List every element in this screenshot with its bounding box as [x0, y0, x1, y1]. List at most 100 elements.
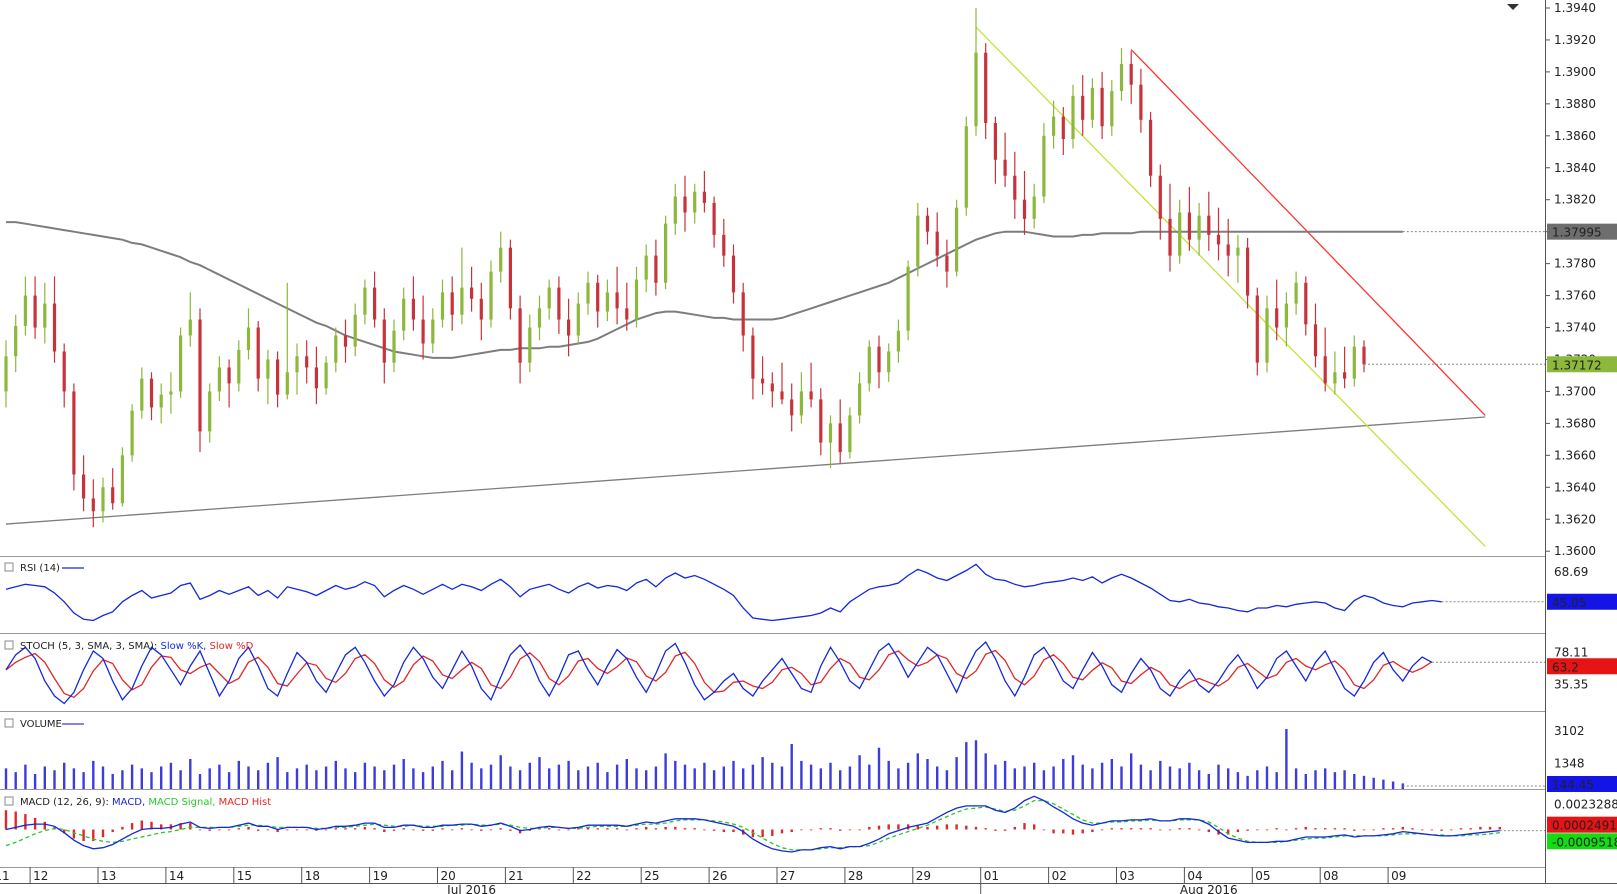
- candle-body: [1294, 282, 1298, 304]
- volume-bar: [654, 766, 658, 789]
- volume-bar: [276, 757, 279, 789]
- macd-hist-bar: [421, 829, 425, 831]
- macd-hist-bar: [1227, 829, 1230, 835]
- macd-hist-bar: [1382, 828, 1385, 830]
- collapse-icon[interactable]: [1507, 4, 1519, 10]
- volume-bar: [169, 762, 173, 789]
- candle: [169, 372, 173, 414]
- macd-hist-bar: [1450, 829, 1453, 831]
- candle: [440, 279, 445, 328]
- macd-signal-badge: [1547, 833, 1617, 850]
- candle: [188, 292, 192, 347]
- candle: [1284, 292, 1288, 347]
- candle: [935, 212, 939, 267]
- candle: [683, 175, 687, 232]
- volume-bar: [538, 757, 541, 789]
- candle: [945, 239, 949, 288]
- macd-hist-bar: [1100, 829, 1104, 831]
- macd-hist-bar: [732, 829, 735, 833]
- volume-bar: [1110, 759, 1113, 789]
- volume-value-badge: [1547, 776, 1617, 792]
- macd-pane[interactable]: [4, 795, 1545, 853]
- stoch-close-icon[interactable]: [4, 640, 14, 650]
- macd-hist-bar: [722, 829, 725, 833]
- trendline-rising-support[interactable]: [5, 416, 1486, 525]
- candle: [140, 367, 144, 419]
- volume-bar: [577, 770, 580, 789]
- volume-bar: [848, 766, 852, 789]
- volume-bar: [1023, 766, 1026, 789]
- candle: [285, 282, 289, 400]
- volume-bar: [761, 757, 764, 789]
- macd-hist-bar: [121, 826, 124, 830]
- macd-close-icon[interactable]: [4, 796, 14, 806]
- volume-bar: [1052, 766, 1055, 789]
- stoch-tick-label: 35.35: [1554, 677, 1588, 691]
- volume-pane[interactable]: [4, 729, 1545, 789]
- candle: [43, 282, 47, 344]
- candle: [586, 271, 590, 315]
- macd-hist-bar: [198, 829, 202, 831]
- candle-body: [120, 455, 124, 504]
- macd-hist-bar: [965, 825, 968, 830]
- macd-hist-bar: [189, 823, 192, 830]
- candle: [518, 295, 522, 384]
- volume-bar: [926, 759, 929, 789]
- volume-bar: [1294, 768, 1298, 789]
- trendline-channel-lower[interactable]: [975, 26, 1486, 547]
- candle-body: [1042, 135, 1046, 197]
- candle-body: [906, 266, 910, 331]
- candle: [479, 282, 483, 341]
- volume-bar: [1062, 759, 1065, 789]
- candle: [634, 266, 639, 328]
- volume-close-icon[interactable]: [4, 718, 14, 728]
- candle-body: [1284, 303, 1288, 328]
- candle: [295, 343, 299, 395]
- macd-hist-bar: [1149, 828, 1152, 830]
- volume-bar: [431, 766, 434, 789]
- price-pane[interactable]: [4, 7, 1545, 547]
- rsi-pane[interactable]: [5, 563, 1545, 622]
- candle-body: [421, 319, 425, 344]
- candle: [1129, 51, 1133, 104]
- volume-bar: [1265, 766, 1269, 789]
- candle: [887, 343, 891, 382]
- candle: [431, 308, 435, 354]
- macd-hist-bar: [286, 829, 289, 831]
- macd-hist-bar: [1401, 826, 1404, 830]
- volume-bar: [63, 762, 66, 789]
- candle-body: [1216, 234, 1221, 245]
- ma-value-badge: [1547, 223, 1617, 240]
- volume-bar: [218, 764, 221, 789]
- macd-hist-bar: [451, 829, 454, 831]
- candle: [52, 276, 57, 363]
- candle: [1119, 47, 1124, 101]
- candle: [246, 308, 251, 360]
- volume-bar: [683, 764, 687, 789]
- stochastic-pane[interactable]: [5, 640, 1545, 705]
- rsi-tick-label: 68.69: [1554, 565, 1588, 579]
- candle-body: [790, 399, 794, 416]
- candle: [373, 271, 377, 328]
- volume-bar: [984, 753, 987, 789]
- candle-body: [1246, 247, 1250, 296]
- candle-body: [508, 247, 512, 309]
- candle-body: [460, 287, 464, 315]
- candle: [314, 346, 318, 405]
- candle-body: [373, 287, 377, 320]
- volume-bar: [945, 770, 949, 789]
- day-label: 04: [1187, 869, 1202, 883]
- candle-body: [945, 255, 949, 272]
- price-tick-label: 1.3900: [1554, 65, 1596, 79]
- candle: [217, 356, 221, 402]
- volume-bar: [858, 755, 861, 789]
- volume-bar: [1091, 768, 1094, 789]
- price-tick-label: 1.3780: [1554, 257, 1596, 271]
- volume-bar: [722, 766, 725, 789]
- candle: [1158, 164, 1162, 240]
- macd-hist-bar: [4, 810, 8, 830]
- volume-bar: [712, 770, 716, 789]
- macd-hist-bar: [1421, 829, 1424, 831]
- rsi-close-icon[interactable]: [4, 562, 14, 572]
